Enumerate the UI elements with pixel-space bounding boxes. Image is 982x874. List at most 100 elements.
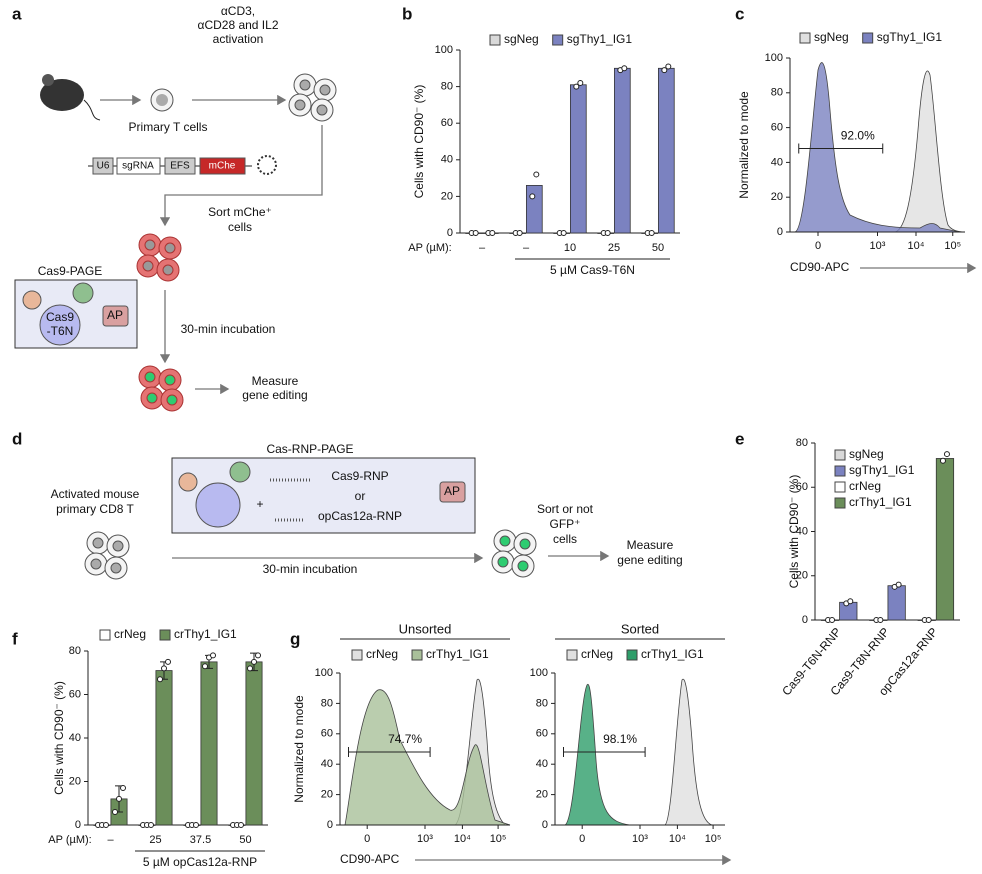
molecule — [22, 290, 42, 310]
ap-box — [439, 481, 466, 503]
box-title: Cas9-PAGE — [38, 264, 102, 278]
bar — [525, 185, 543, 234]
gate-label: 92.0% — [841, 129, 875, 143]
point — [147, 822, 154, 828]
y-tick-label: 0 — [777, 226, 783, 238]
y-tick-label: 20 — [441, 190, 453, 202]
label: gene editing — [242, 388, 307, 402]
point — [161, 665, 168, 672]
point — [192, 822, 199, 828]
legend-label: crNeg — [581, 647, 613, 661]
panel-d: Activated mouse primary CD8 T Cas-RNP-PA… — [51, 442, 683, 580]
cell-cluster — [288, 73, 337, 122]
curve — [663, 678, 713, 826]
curve — [794, 62, 961, 233]
y-tick-label: 60 — [796, 481, 808, 493]
label: Cas9-RNP — [331, 469, 388, 483]
label: αCD3, — [221, 4, 255, 18]
bar — [245, 661, 263, 826]
point — [120, 785, 127, 792]
construct-part — [199, 157, 246, 175]
x-tick-label: 0 — [579, 833, 585, 845]
label: 30-min incubation — [181, 322, 276, 336]
panel-label: a — [12, 4, 22, 23]
label: primary CD8 T — [56, 502, 134, 516]
legend-label: crNeg — [849, 479, 881, 493]
cas9 — [39, 304, 81, 346]
y-tick-label: 40 — [771, 156, 783, 168]
box-title: Cas-RNP-PAGE — [266, 442, 353, 456]
y-tick-label: 80 — [536, 697, 548, 709]
legend-label: crNeg — [366, 647, 398, 661]
cell-cluster — [136, 233, 182, 282]
x-tick-label: 10⁵ — [490, 833, 507, 845]
point — [529, 193, 536, 200]
panel-title: Sorted — [621, 621, 659, 636]
curve — [564, 683, 631, 826]
x-tick-label: 50 — [652, 242, 664, 254]
legend-swatch — [834, 465, 846, 477]
label: Activated mouse — [51, 487, 140, 501]
point — [116, 795, 123, 802]
construct-part — [164, 157, 196, 175]
point — [255, 652, 262, 659]
x-axis-label: AP (µM): — [48, 834, 91, 846]
point — [112, 808, 119, 815]
bar — [155, 670, 173, 826]
x-tick-label: 10⁵ — [944, 240, 961, 252]
x-tick-label: 10⁴ — [669, 833, 686, 845]
construct-label: sgRNA — [122, 161, 154, 172]
panel-label: d — [12, 429, 22, 448]
y-tick-label: 60 — [69, 688, 81, 700]
point — [829, 617, 836, 623]
y-tick-label: 80 — [796, 437, 808, 449]
gate-label: 74.7% — [388, 732, 422, 746]
panel-label: e — [735, 429, 744, 448]
label: opCas12a-RNP — [318, 509, 402, 523]
point — [560, 230, 567, 236]
y-tick-label: 100 — [435, 44, 453, 56]
panel-labels: a b c d e f g — [12, 4, 744, 648]
label: GFP⁺ — [549, 517, 580, 531]
molecule — [229, 461, 251, 483]
point — [247, 665, 254, 672]
label: activation — [213, 32, 264, 46]
legend-label: crThy1_IG1 — [849, 495, 912, 509]
y-tick-label: 80 — [321, 697, 333, 709]
label: Measure — [627, 538, 674, 552]
mouse — [40, 79, 84, 111]
virus — [257, 155, 277, 175]
x-tick-label: 10³ — [870, 240, 886, 252]
y-tick-label: 100 — [315, 667, 333, 679]
y-tick-label: 0 — [75, 819, 81, 831]
point — [648, 230, 655, 236]
construct-label: EFS — [170, 161, 190, 172]
cell-nucleus — [156, 94, 168, 106]
panel-label: g — [290, 629, 300, 648]
legend-swatch — [159, 629, 171, 641]
x-tick-label: – — [107, 834, 114, 846]
point — [895, 581, 902, 588]
label: cells — [553, 532, 577, 546]
point — [847, 598, 854, 605]
x-tick-label: 25 — [149, 834, 161, 846]
x-tick-label: 37.5 — [190, 834, 211, 846]
label: AP — [107, 308, 123, 322]
label: AP — [444, 484, 460, 498]
point — [577, 79, 584, 86]
y-tick-label: 60 — [536, 728, 548, 740]
x-tick-label: 10³ — [417, 833, 433, 845]
label: αCD28 and IL2 — [198, 18, 279, 32]
x-tick-label: 25 — [608, 242, 620, 254]
panel-label: f — [12, 629, 18, 648]
label: -T6N — [47, 324, 74, 338]
bar — [613, 67, 631, 234]
label: cells — [228, 220, 252, 234]
legend-swatch — [351, 649, 363, 661]
legend-swatch — [552, 34, 564, 46]
bar — [569, 84, 587, 234]
construct-label: U6 — [97, 161, 110, 172]
point — [516, 230, 523, 236]
legend-label: sgThy1_IG1 — [567, 32, 633, 46]
